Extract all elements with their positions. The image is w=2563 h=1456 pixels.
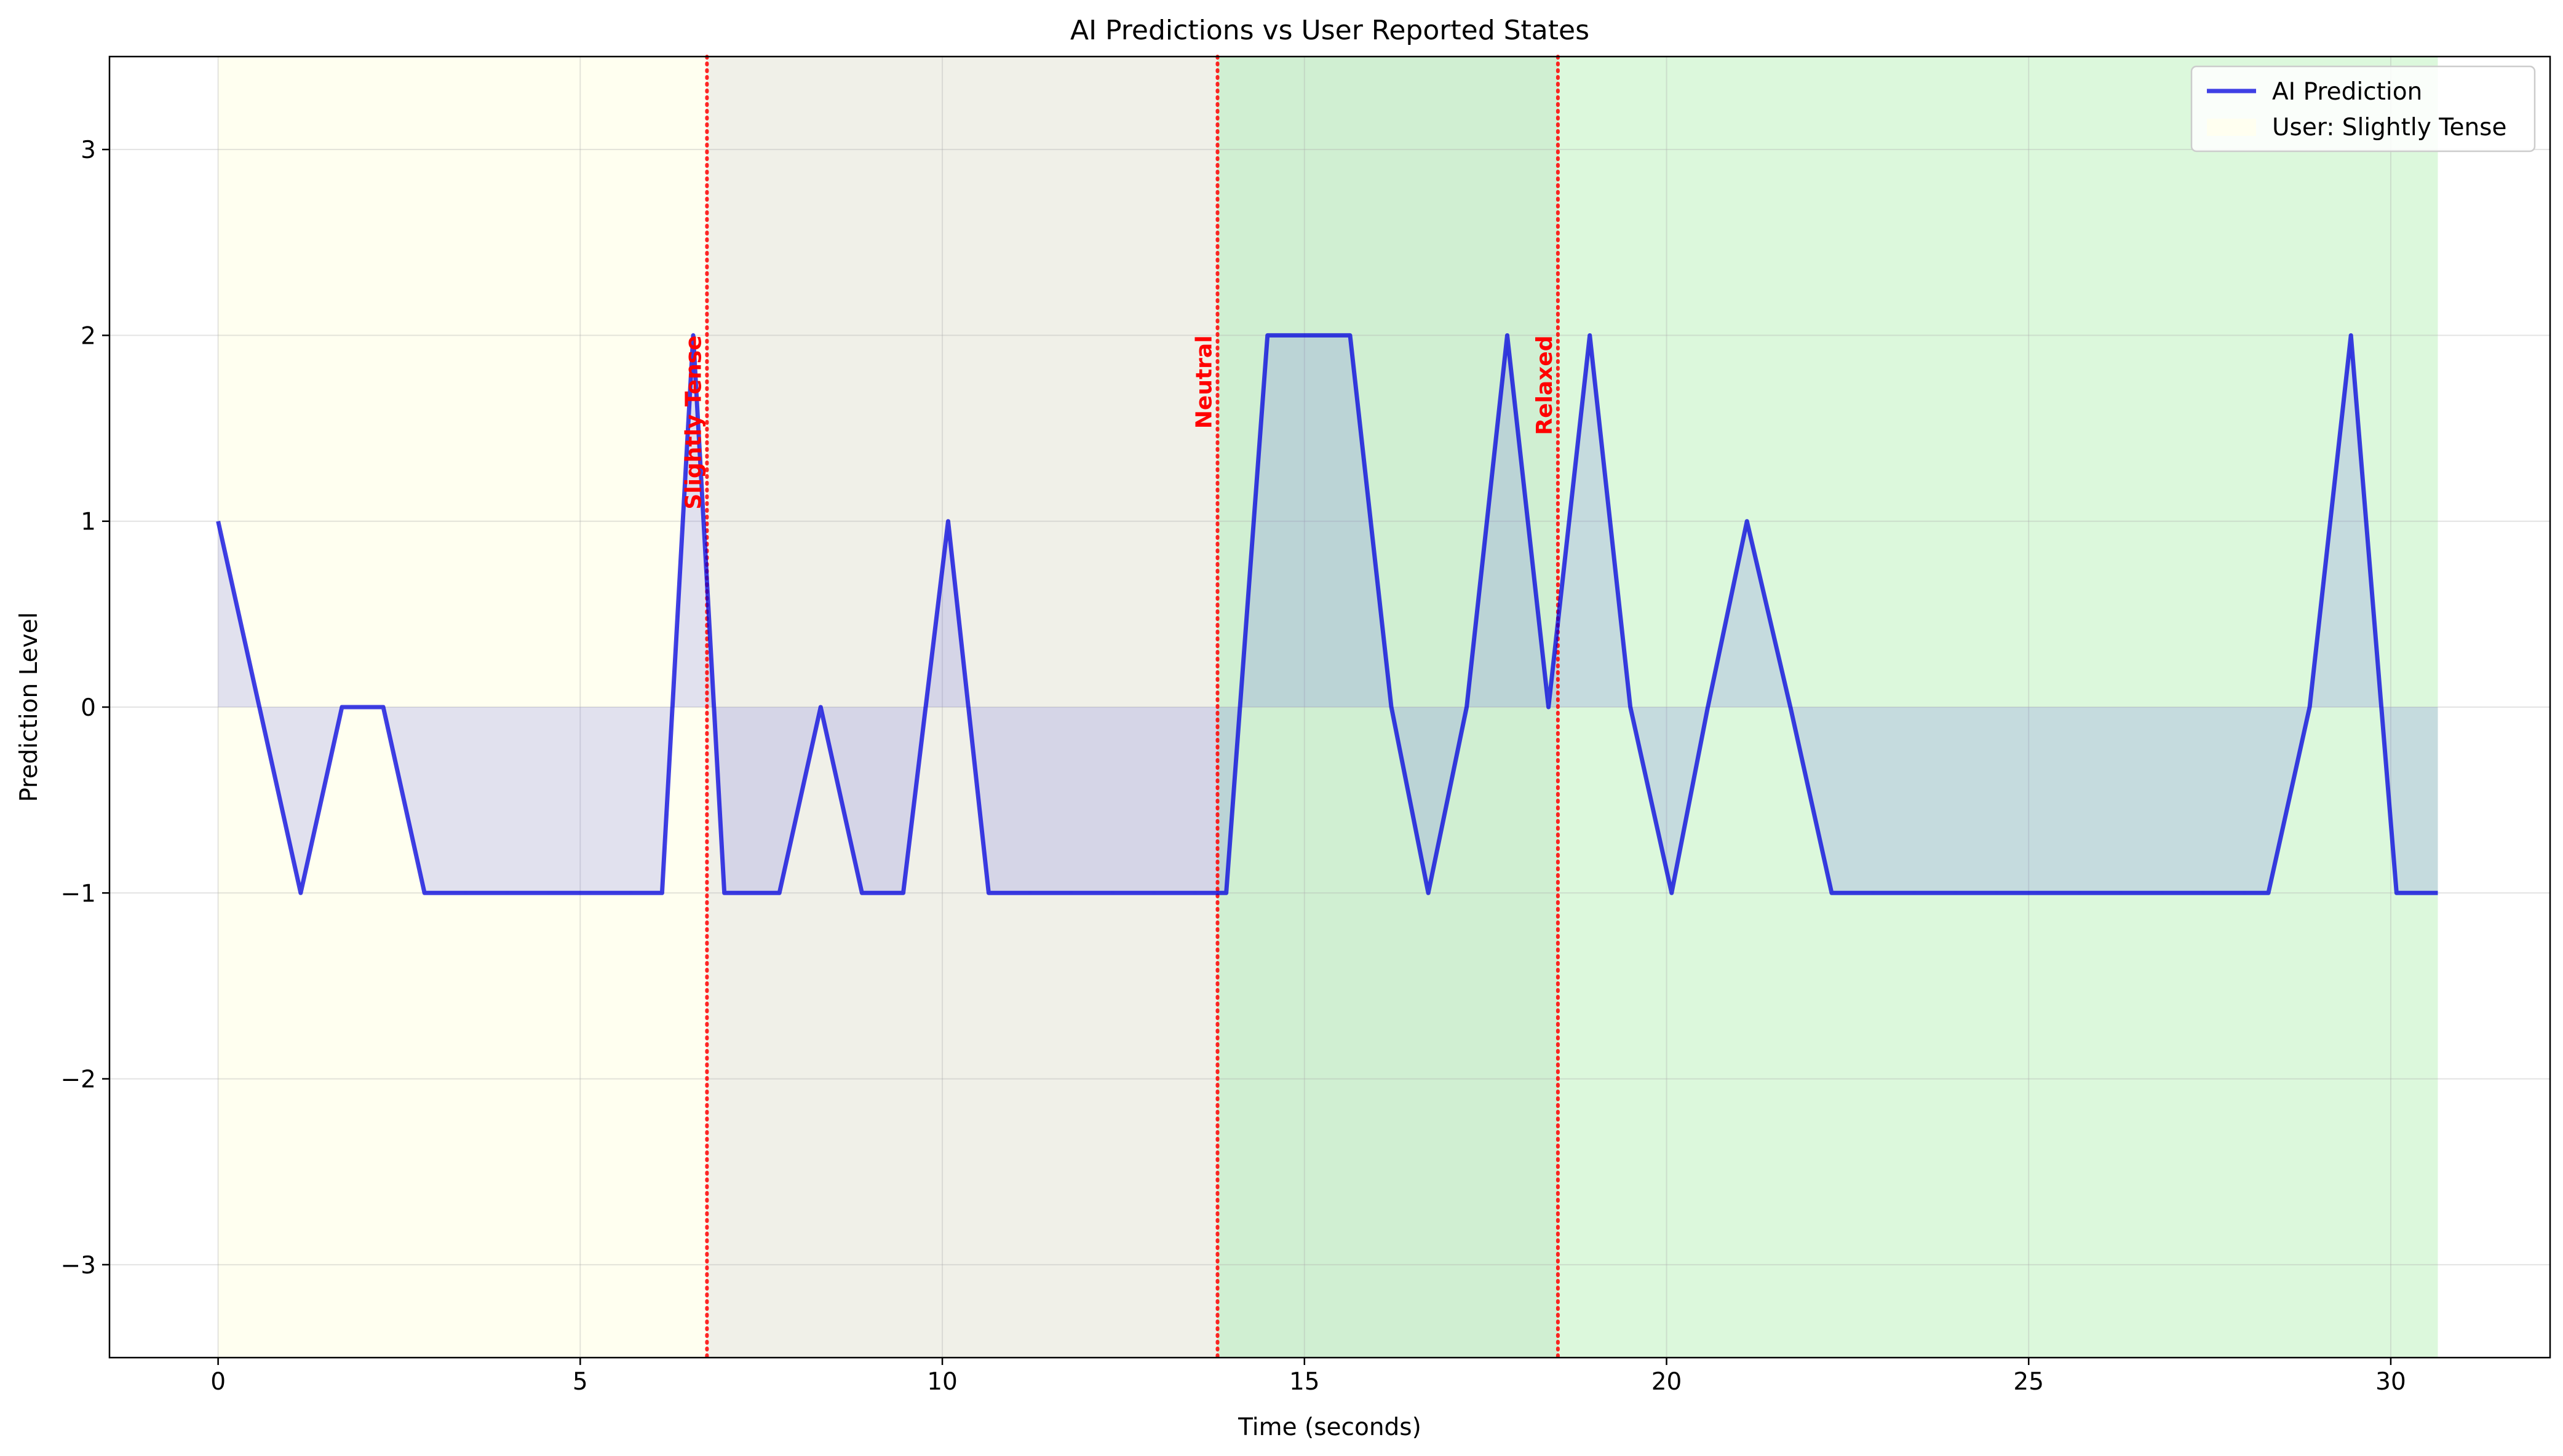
- data-point: [660, 891, 664, 895]
- background-region-4: [1557, 57, 2438, 1358]
- background-region-2: [707, 57, 1218, 1358]
- data-point: [1193, 891, 1197, 895]
- y-tick-label: −1: [61, 880, 97, 908]
- data-point: [1465, 705, 1469, 709]
- data-point: [464, 891, 467, 895]
- data-point: [340, 705, 344, 709]
- state-annotation-label: Slightly Tense: [681, 335, 706, 509]
- x-tick-label: 15: [1289, 1368, 1320, 1396]
- data-point: [723, 891, 726, 895]
- data-point: [1706, 705, 1710, 709]
- chart-title: AI Predictions vs User Reported States: [1070, 15, 1589, 46]
- data-point: [1348, 333, 1352, 337]
- data-point: [1389, 705, 1393, 709]
- state-annotation-label: Neutral: [1191, 335, 1217, 429]
- x-tick-label: 20: [1651, 1368, 1682, 1396]
- x-tick-label: 30: [2375, 1368, 2406, 1396]
- data-point: [2436, 891, 2439, 895]
- data-point: [2243, 891, 2246, 895]
- data-point: [2308, 705, 2311, 709]
- data-point: [1225, 891, 1228, 895]
- data-point: [1830, 891, 1834, 895]
- data-point: [946, 520, 950, 523]
- data-point: [2160, 891, 2164, 895]
- legend: AI Prediction User: Slightly Tense: [2190, 65, 2536, 152]
- data-point: [1266, 333, 1270, 337]
- x-tick-label: 5: [573, 1368, 588, 1396]
- series-line-ai-prediction: [216, 333, 2438, 895]
- data-point: [901, 891, 905, 895]
- legend-swatch-user-state: [2207, 119, 2256, 136]
- data-point: [258, 705, 261, 709]
- data-point: [777, 891, 781, 895]
- data-point: [505, 891, 509, 895]
- data-point: [2267, 891, 2270, 895]
- data-point: [2078, 891, 2081, 895]
- y-tick-label: 1: [81, 508, 96, 536]
- y-tick-label: 2: [81, 322, 96, 350]
- data-point: [1629, 705, 1632, 709]
- data-point: [1307, 333, 1311, 337]
- data-point: [547, 891, 550, 895]
- data-point: [2394, 891, 2398, 895]
- background-region-1: [218, 57, 707, 1358]
- data-point: [1547, 705, 1551, 709]
- data-point: [1111, 891, 1115, 895]
- y-axis-label: Prediction Level: [15, 612, 43, 802]
- data-point: [1789, 705, 1792, 709]
- data-point: [2349, 333, 2353, 337]
- data-point: [381, 705, 385, 709]
- data-point: [423, 891, 426, 895]
- x-tick-label: 25: [2013, 1368, 2044, 1396]
- data-point: [2036, 891, 2040, 895]
- data-point: [1426, 891, 1430, 895]
- x-axis-label: Time (seconds): [1238, 1414, 1421, 1441]
- data-point: [987, 891, 990, 895]
- y-tick-label: 0: [81, 694, 96, 722]
- data-point: [2201, 891, 2205, 895]
- data-point: [1912, 891, 1916, 895]
- data-point: [1152, 891, 1156, 895]
- background-region-3: [1217, 57, 1558, 1358]
- y-tick-label: 3: [81, 136, 96, 164]
- legend-box: [2190, 65, 2536, 152]
- x-tick-label: 0: [210, 1368, 226, 1396]
- data-point: [588, 891, 592, 895]
- data-point: [1505, 333, 1509, 337]
- data-point: [1745, 520, 1749, 523]
- data-point: [2119, 891, 2123, 895]
- data-point: [299, 891, 303, 895]
- data-point: [1070, 891, 1073, 895]
- data-point: [736, 891, 740, 895]
- y-tick-label: −3: [61, 1252, 97, 1280]
- data-point: [1670, 891, 1674, 895]
- data-point: [1588, 333, 1592, 337]
- data-point: [1953, 891, 1957, 895]
- y-tick-label: −2: [61, 1066, 97, 1094]
- data-point: [860, 891, 864, 895]
- prediction-area-fill: [218, 335, 2438, 893]
- x-tick-label: 10: [927, 1368, 958, 1396]
- data-point: [1995, 891, 1998, 895]
- data-point: [819, 705, 822, 709]
- data-point: [629, 891, 633, 895]
- legend-label-ai-prediction: AI Prediction: [2272, 78, 2422, 106]
- state-annotation-label: Relaxed: [1532, 335, 1557, 435]
- data-point: [1871, 891, 1875, 895]
- data-point: [1028, 891, 1032, 895]
- legend-label-user-state: User: Slightly Tense: [2272, 114, 2506, 141]
- data-point: [217, 520, 220, 523]
